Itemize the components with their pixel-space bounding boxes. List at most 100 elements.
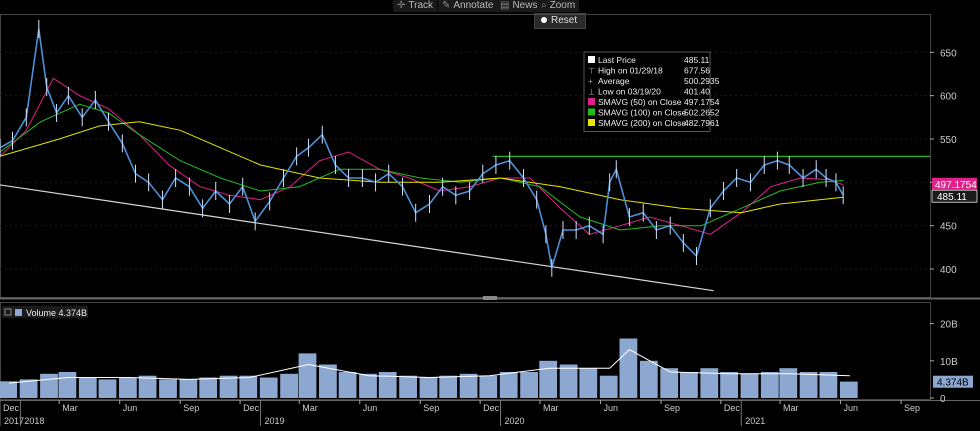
volume-bar: [520, 372, 538, 398]
volume-bar: [839, 381, 858, 398]
price-tick-label: 550: [940, 135, 957, 146]
volume-legend-icon: [4, 308, 12, 316]
volume-bar: [378, 372, 397, 398]
volume-bar: [740, 373, 759, 398]
month-label: Dec: [3, 403, 20, 413]
legend-value-4: 497.1754: [684, 97, 720, 107]
volume-bar: [280, 373, 298, 398]
volume-bar: [439, 375, 458, 398]
volume-bar: [119, 377, 137, 398]
legend-swatch-6: [588, 119, 595, 126]
support-trendline: [0, 184, 714, 292]
month-label: Mar: [62, 403, 78, 413]
volume-bar: [98, 379, 117, 398]
legend-swatch-4: [588, 98, 595, 105]
chart-legend: Last Price 485.11 ⊤ High on 01/29/18 677.56 +…: [583, 51, 720, 132]
volume-axis: 0 10B 20B Volume 4.374B: [2, 306, 958, 405]
volume-bar: [58, 372, 77, 398]
volume-panel-border: [0, 302, 931, 400]
sma100-line: [0, 103, 844, 231]
last-price-line: [0, 28, 844, 269]
volume-value-label: 4.374B: [937, 378, 969, 389]
month-label: Mar: [302, 403, 318, 413]
volume-bar: [720, 372, 738, 398]
reset-button[interactable]: Reset: [534, 13, 586, 29]
volume-bar: [819, 372, 838, 398]
price-tick-label: 450: [940, 222, 957, 233]
legend-swatch-5: [588, 108, 595, 116]
legend-value-2: 500.2935: [684, 76, 720, 86]
year-label: 2021: [745, 416, 765, 426]
volume-bar: [459, 373, 478, 398]
last-price-value-label: 485.11: [937, 192, 967, 203]
volume-bar: [138, 375, 157, 398]
volume-bar: [599, 375, 618, 398]
volume-bar: [338, 372, 357, 398]
volume-bar: [499, 372, 518, 398]
panel-resize-handle: [483, 296, 497, 300]
year-label: 2020: [505, 416, 525, 426]
price-tick-label: 600: [940, 92, 957, 103]
news-button[interactable]: ▤ News: [496, 0, 542, 12]
price-axis: 400450500550600650: [0, 48, 957, 276]
volume-bar: [539, 360, 558, 398]
price-tick-label: 400: [940, 265, 957, 276]
legend-value-1: 677.56: [684, 66, 710, 76]
legend-label-1: High on 01/29/18: [598, 66, 663, 76]
track-button[interactable]: ✛ Track: [393, 0, 438, 12]
volume-bar: [700, 368, 719, 398]
volume-bar: [559, 364, 578, 398]
volume-bar: [579, 368, 598, 398]
legend-value-0: 485.11: [684, 55, 710, 65]
legend-icon-3: ⊥: [588, 88, 595, 97]
volume-bar: [199, 377, 218, 398]
annotate-label: Annotate: [453, 0, 494, 11]
month-label: Jun: [123, 403, 138, 413]
volume-tick-label: 0: [940, 394, 946, 405]
legend-icon-2: +: [588, 77, 593, 86]
legend-frame: [583, 51, 711, 132]
month-label: Sep: [664, 403, 680, 413]
sma50-value-label: 497.1754: [935, 180, 977, 191]
volume-bar: [479, 375, 498, 398]
legend-value-3: 401.40: [684, 87, 710, 97]
volume-bar: [239, 375, 258, 398]
legend-value-6: 482.7961: [684, 118, 720, 128]
legend-label-2: Average: [598, 76, 630, 86]
volume-bar: [619, 338, 638, 398]
volume-bar: [298, 353, 317, 398]
volume-bar: [19, 379, 38, 398]
volume-bar: [399, 375, 417, 398]
volume-bar: [419, 377, 438, 398]
month-label: Mar: [543, 403, 559, 413]
annotate-button[interactable]: ✎ Annotate: [438, 0, 498, 12]
month-label: Dec: [243, 403, 260, 413]
month-label: Dec: [483, 403, 500, 413]
volume-bar: [760, 372, 779, 398]
reset-label: Reset: [551, 15, 578, 26]
volume-value-tag: [933, 375, 973, 388]
legend-label-0: Last Price: [598, 55, 636, 65]
volume-bar: [359, 373, 377, 398]
time-axis: Dec Mar Jun Sep Dec Mar Jun Sep Dec Mar Jun Sep Dec M…: [0, 400, 920, 426]
sma200-line: [0, 121, 844, 214]
legend-label-4: SMAVG (50) on Close: [598, 97, 682, 107]
month-label: Sep: [183, 403, 199, 413]
zoom-button[interactable]: ⌕ Zoom: [537, 0, 580, 12]
volume-legend-bg: [2, 306, 88, 318]
year-label: 2019: [264, 416, 284, 426]
track-label: Track: [408, 0, 434, 11]
volume-bar: [639, 360, 658, 398]
volume-bar: [259, 377, 278, 398]
month-label: Mar: [783, 403, 799, 413]
year-label: 2017: [4, 416, 24, 426]
volume-bar: [680, 372, 698, 398]
month-label: Jun: [363, 403, 378, 413]
sma50-value-tag: [932, 177, 977, 190]
volume-bar: [0, 381, 18, 398]
volume-bar: [779, 368, 798, 398]
volume-legend-label: Volume 4.374B: [26, 308, 87, 318]
volume-bar: [179, 379, 198, 398]
price-tick-label: 650: [940, 48, 957, 59]
